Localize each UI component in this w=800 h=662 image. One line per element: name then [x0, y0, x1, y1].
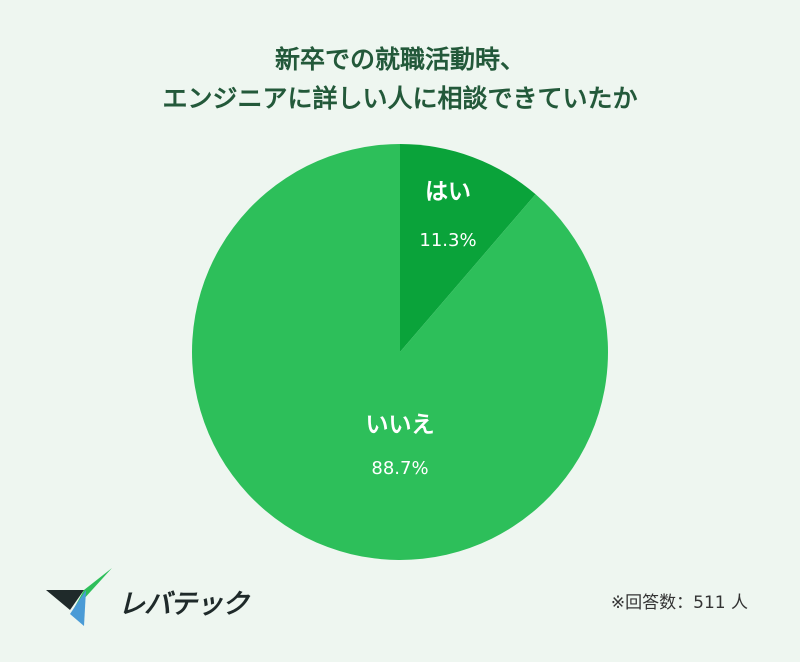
pie-slice	[192, 144, 608, 560]
levtech-logo: レバテック	[44, 568, 249, 628]
levtech-logo-text: レバテック	[118, 589, 249, 620]
pie-slice	[400, 144, 536, 352]
slice-value-label: 88.7%	[371, 458, 428, 479]
chart-title-line-2: エンジニアに詳しい人に相談できていたか	[162, 84, 638, 113]
slice-label: いいえ	[366, 412, 435, 438]
response-count-note: ※回答数：511 人	[610, 593, 748, 613]
slice-label: はい	[425, 179, 471, 205]
chart-title-line-1: 新卒での就職活動時、	[274, 45, 525, 74]
slice-value-label: 11.3%	[419, 230, 476, 251]
levtech-logo-icon	[46, 568, 112, 626]
chart-title: 新卒での就職活動時、 エンジニアに詳しい人に相談できていたか	[0, 40, 800, 118]
